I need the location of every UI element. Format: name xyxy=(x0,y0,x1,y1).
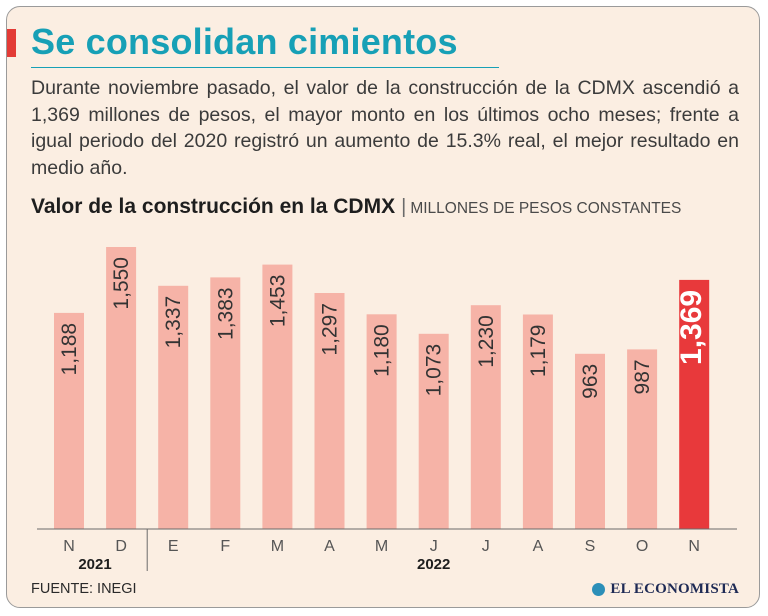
logo-text: EL ECONOMISTA xyxy=(610,581,739,597)
value-label-0: 1,188 xyxy=(58,323,81,376)
value-label-8: 1,230 xyxy=(475,315,498,368)
value-label-3: 1,383 xyxy=(214,287,237,340)
headline: Se consolidan cimientos xyxy=(31,21,458,62)
value-label-5: 1,297 xyxy=(319,303,342,356)
bar-chart: 1,188 N 1,550 D 1,337 E 1,383 F 1,453 M 1,297 A 1,18… xyxy=(37,247,737,573)
x-tick-label-11: O xyxy=(636,538,648,555)
source-note: FUENTE: INEGI xyxy=(31,581,137,597)
bar-7 xyxy=(418,333,449,529)
value-label-1: 1,550 xyxy=(110,257,133,310)
x-tick-label-5: A xyxy=(324,538,335,555)
x-tick-label-9: A xyxy=(533,538,544,555)
chart-unit: MILLONES DE PESOS CONSTANTES xyxy=(410,200,682,217)
x-tick-label-10: S xyxy=(585,538,596,555)
accent-bar xyxy=(7,29,16,57)
value-label-9: 1,179 xyxy=(527,325,550,378)
bar-9 xyxy=(522,314,553,529)
x-tick-label-6: M xyxy=(375,538,388,555)
value-label-7: 1,073 xyxy=(423,344,446,397)
x-tick-label-2: E xyxy=(168,538,179,555)
value-label-6: 1,180 xyxy=(371,324,394,377)
x-tick-label-12: N xyxy=(688,538,700,555)
value-label-2: 1,337 xyxy=(162,296,185,349)
value-label-4: 1,453 xyxy=(266,275,289,328)
x-tick-label-7: J xyxy=(430,538,438,555)
value-label-12: 1,369 xyxy=(675,290,708,365)
value-label-10: 963 xyxy=(579,364,602,399)
globe-icon xyxy=(592,583,606,596)
chart-header: Valor de la construcción en la CDMX | MILL… xyxy=(31,195,681,219)
bar-11 xyxy=(627,349,658,529)
bar-0 xyxy=(54,312,84,529)
x-tick-label-8: J xyxy=(482,538,490,555)
year-label-0: 2021 xyxy=(78,556,111,573)
infographic-card: Se consolidan cimientos Durante noviembr… xyxy=(6,6,760,608)
bar-10 xyxy=(575,353,605,529)
bar-4 xyxy=(262,264,293,529)
bar-8 xyxy=(470,305,501,529)
bar-6 xyxy=(366,314,397,529)
bar-2 xyxy=(158,285,189,529)
value-label-11: 987 xyxy=(631,359,654,394)
bar-3 xyxy=(210,277,241,529)
publisher-logo: EL ECONOMISTA xyxy=(592,581,739,598)
year-label-1: 2022 xyxy=(417,556,450,573)
bar-1 xyxy=(106,247,137,529)
x-tick-label-4: M xyxy=(271,538,284,555)
x-tick-label-1: D xyxy=(115,538,127,555)
bar-5 xyxy=(314,293,345,529)
x-tick-label-3: F xyxy=(220,538,230,555)
x-tick-label-0: N xyxy=(63,538,75,555)
chart-title: Valor de la construcción en la CDMX xyxy=(31,195,396,218)
headline-rule xyxy=(31,67,499,68)
intro-paragraph: Durante noviembre pasado, el valor de la… xyxy=(31,77,739,179)
title-separator: | xyxy=(401,196,407,218)
bar-12 xyxy=(679,279,710,529)
